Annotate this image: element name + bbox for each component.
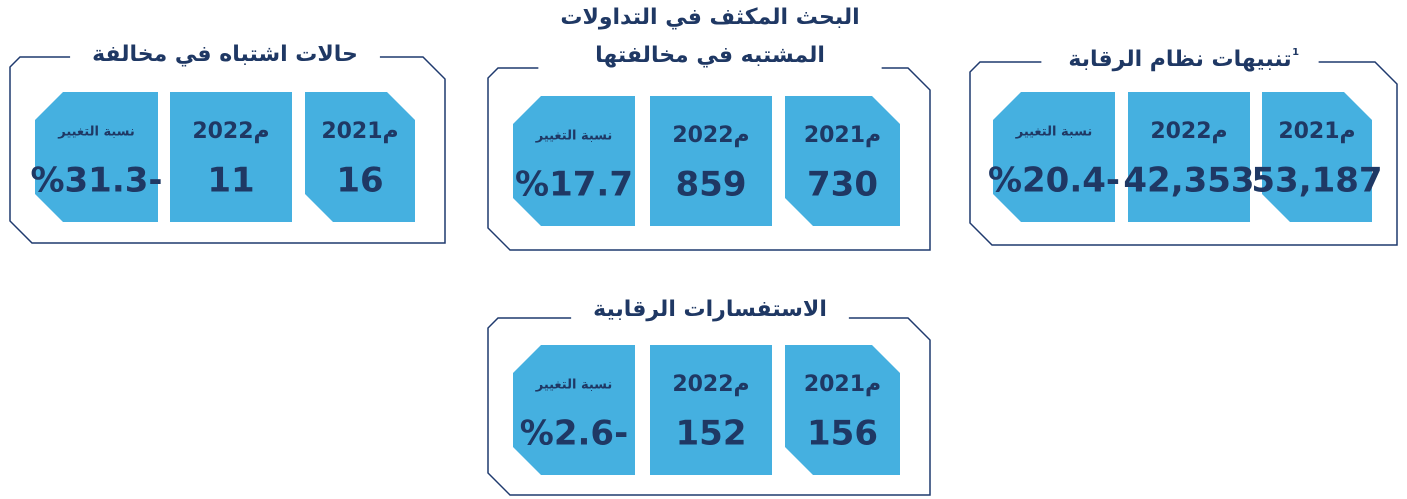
tile-value: 156 [807, 414, 878, 454]
stat-tile [170, 92, 292, 222]
tile-value: 42,353 [1123, 161, 1254, 201]
tile-value: %2.6- [520, 414, 628, 454]
tile-value: 16 [336, 161, 383, 201]
panel-frame [487, 317, 931, 496]
tile-label: نسبة التغيير [535, 378, 613, 393]
panel-frame [969, 61, 1398, 246]
panel-frame [487, 67, 931, 251]
tile-label: 2022م [672, 372, 749, 397]
stat-tile [305, 92, 415, 222]
tile-label: 2022م [672, 123, 749, 148]
panel-title: البحث المكثف في التداولات [560, 5, 859, 30]
title-superscript: 1 [1292, 47, 1299, 58]
stat-tile [1128, 92, 1250, 222]
tile-label: نسبة التغيير [57, 125, 135, 140]
stat-tile [785, 96, 900, 226]
tile-label: نسبة التغيير [1015, 125, 1093, 140]
panel-frame [9, 56, 446, 244]
stat-tile [513, 96, 635, 226]
tile-value: 859 [676, 165, 747, 205]
stat-tile [1262, 92, 1372, 222]
panel-title: المشتبه في مخالفتها [595, 43, 825, 68]
tile-label: 2021م [804, 372, 881, 397]
stat-tile [513, 345, 635, 475]
tile-value: %31.3- [30, 161, 162, 201]
tile-label: 2021م [1278, 119, 1355, 144]
tile-label: 2022م [1150, 119, 1227, 144]
panel-title: الاستفسارات الرقابية [593, 297, 827, 322]
stat-tile [650, 345, 772, 475]
tile-value: 152 [676, 414, 747, 454]
stat-tile [650, 96, 772, 226]
tile-label: 2021م [804, 123, 881, 148]
stat-tile [35, 92, 158, 222]
tile-value: 53,187 [1251, 161, 1382, 201]
tile-value: %17.7 [515, 165, 633, 205]
tile-value: %20.4- [988, 161, 1120, 201]
tile-label: 2021م [321, 119, 398, 144]
stat-tile [993, 92, 1115, 222]
tile-label: 2022م [192, 119, 269, 144]
stat-tile [785, 345, 900, 475]
tile-label: نسبة التغيير [535, 129, 613, 144]
panel-title: حالات اشتباه في مخالفة [92, 42, 358, 67]
tile-value: 730 [807, 165, 878, 205]
panel-title: تنبيهات نظام الرقابة [1068, 47, 1291, 72]
tile-value: 11 [207, 161, 254, 201]
